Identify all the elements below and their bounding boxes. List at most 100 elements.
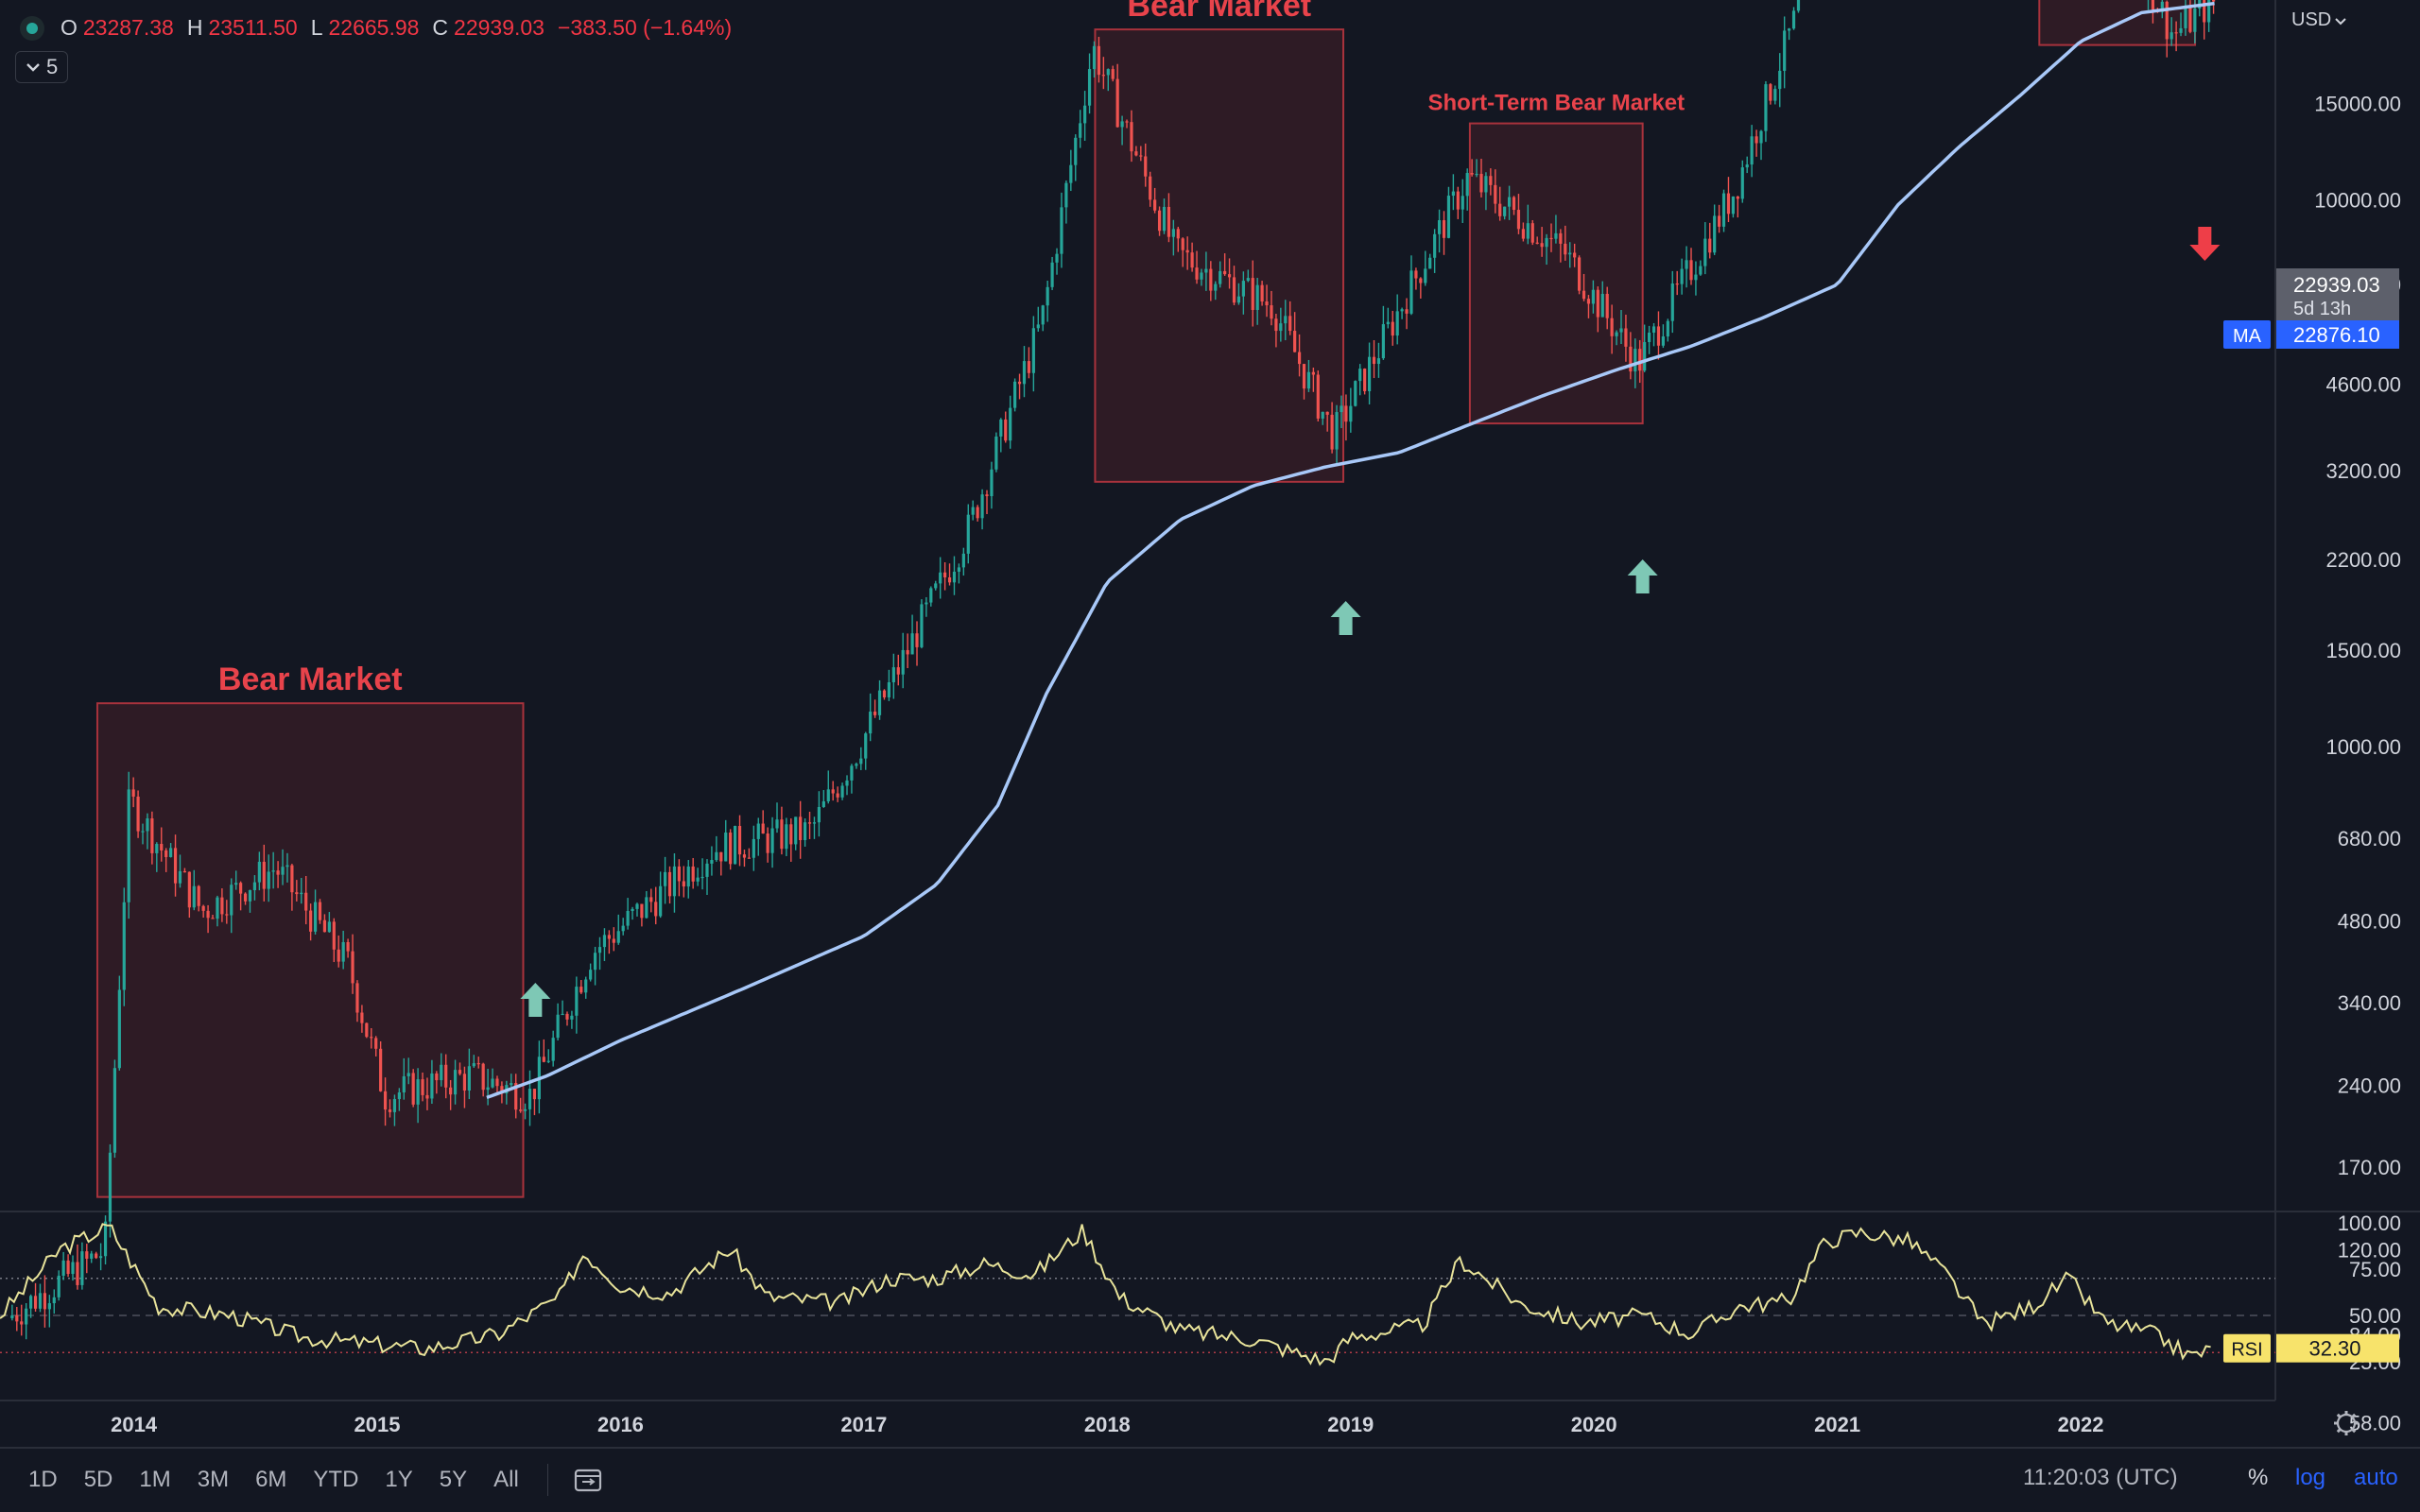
range-5d-button[interactable]: 5D xyxy=(83,1467,113,1492)
candle-body xyxy=(1335,412,1339,450)
range-ytd-button[interactable]: YTD xyxy=(313,1467,359,1492)
range-all-button[interactable]: All xyxy=(493,1467,519,1492)
candle-body xyxy=(1559,232,1563,244)
candle-body xyxy=(379,1048,383,1091)
bear-market-box[interactable] xyxy=(1468,122,1644,425)
log-scale-toggle[interactable]: log xyxy=(2295,1465,2326,1490)
candle-body xyxy=(1316,374,1320,419)
time-tick-label: 2014 xyxy=(111,1413,158,1436)
candle-body xyxy=(752,838,755,858)
candle-body xyxy=(850,765,854,781)
candle-body xyxy=(1246,278,1250,282)
candle-body xyxy=(747,857,751,859)
auto-scale-toggle[interactable]: auto xyxy=(2354,1465,2398,1490)
candle-body xyxy=(710,860,714,864)
up-arrow-icon[interactable] xyxy=(1627,559,1658,593)
up-arrow-icon[interactable] xyxy=(1330,601,1361,635)
candle-body xyxy=(435,1073,439,1081)
candle-body xyxy=(1069,164,1073,183)
candle-body xyxy=(355,983,359,1013)
ma-indicator-label-tag[interactable] xyxy=(2223,320,2271,349)
range-1m-button[interactable]: 1M xyxy=(139,1467,171,1492)
clock-utc[interactable]: 11:20:03 (UTC) xyxy=(2023,1465,2178,1490)
range-3m-button[interactable]: 3M xyxy=(197,1467,230,1492)
percent-scale-toggle[interactable]: % xyxy=(2248,1465,2269,1490)
rsi-indicator-label-tag[interactable] xyxy=(2223,1333,2271,1363)
candle-body xyxy=(1745,164,1749,168)
ma-indicator-label: MA xyxy=(2233,326,2262,347)
candle-body xyxy=(1530,223,1534,243)
range-6m-button[interactable]: 6M xyxy=(255,1467,287,1492)
ohlc-high-label: H xyxy=(186,15,203,40)
candle-body xyxy=(901,649,905,675)
bear-market-box[interactable] xyxy=(1094,28,1345,483)
candle-body xyxy=(1349,405,1353,422)
range-5y-button[interactable]: 5Y xyxy=(439,1467,468,1492)
candle-body xyxy=(57,1275,60,1297)
candle-body xyxy=(1721,193,1726,227)
candle-body xyxy=(677,866,681,882)
indicator-collapse-button[interactable]: 5 xyxy=(15,51,69,83)
candle-body xyxy=(584,979,588,993)
currency-selector[interactable]: USD xyxy=(2291,9,2346,31)
candle-body xyxy=(700,876,704,879)
candle-body xyxy=(182,870,187,873)
candle-body xyxy=(556,1014,560,1039)
candle-body xyxy=(225,914,229,916)
candle-body xyxy=(1340,405,1343,413)
candle-body xyxy=(1409,270,1413,314)
time-tick-label: 2021 xyxy=(1814,1413,1860,1436)
candle-body xyxy=(430,1073,434,1099)
candle-body xyxy=(1031,328,1035,373)
candle-body xyxy=(1060,207,1063,254)
price-tick-label: 480.00 xyxy=(2338,909,2401,933)
candle-body xyxy=(1372,356,1376,365)
candle-body xyxy=(1284,316,1288,324)
candle-body xyxy=(1703,238,1707,266)
ma-value-tag[interactable] xyxy=(2276,320,2399,349)
candle-body xyxy=(626,911,630,926)
ohlc-open-label: O xyxy=(60,15,78,40)
candle-body xyxy=(295,892,299,895)
range-1y-button[interactable]: 1Y xyxy=(385,1467,413,1492)
price-tick-label: 2200.00 xyxy=(2325,548,2401,572)
up-arrow-icon[interactable] xyxy=(520,983,551,1017)
goto-date-icon[interactable] xyxy=(573,1466,605,1494)
candle-body xyxy=(444,1064,448,1088)
candle-body xyxy=(1437,220,1442,234)
settings-gear-icon[interactable] xyxy=(2334,1411,2359,1435)
range-1d-button[interactable]: 1D xyxy=(28,1467,58,1492)
candle-body xyxy=(1321,411,1324,419)
last-price-tag[interactable] xyxy=(2276,268,2399,321)
candle-body xyxy=(230,885,233,916)
candle-body xyxy=(173,848,178,884)
candle-body xyxy=(1414,270,1418,279)
candle-body xyxy=(1358,369,1362,382)
rsi-value-tag[interactable] xyxy=(2276,1333,2399,1363)
candle-body xyxy=(1596,289,1599,318)
candle-body xyxy=(337,949,340,962)
candle-body xyxy=(1293,331,1297,352)
candle-body xyxy=(1190,252,1194,268)
candle-body xyxy=(807,822,812,824)
bear-market-box[interactable] xyxy=(95,702,525,1198)
candle-body xyxy=(1381,324,1385,359)
candle-body xyxy=(1494,184,1497,204)
bar-countdown: 5d 13h xyxy=(2293,299,2351,319)
candle-body xyxy=(1255,284,1259,310)
candle-body xyxy=(1736,196,1739,199)
candle-body xyxy=(388,1109,392,1112)
candle-body xyxy=(1433,233,1437,258)
candle-body xyxy=(462,1074,467,1091)
candle-body xyxy=(1573,252,1577,258)
candle-body xyxy=(122,902,126,990)
candle-body xyxy=(869,712,873,734)
down-arrow-icon[interactable] xyxy=(2189,227,2221,261)
candle-body xyxy=(1773,89,1777,101)
candle-body xyxy=(1157,210,1162,232)
candle-body xyxy=(1162,206,1167,232)
time-tick-label: 2020 xyxy=(1571,1413,1617,1436)
candle-body xyxy=(481,1063,485,1091)
candle-body xyxy=(1009,407,1012,441)
